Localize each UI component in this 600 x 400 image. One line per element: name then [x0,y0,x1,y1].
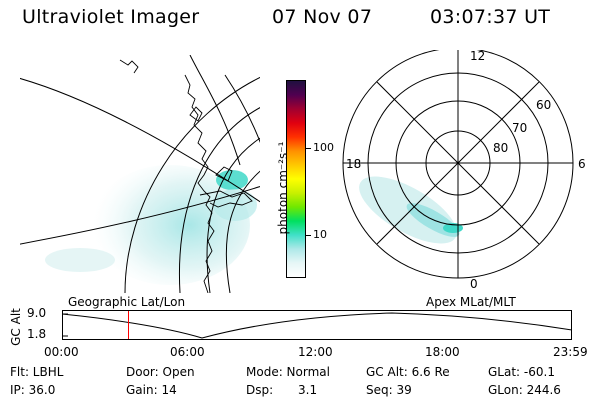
glon-info: GLon: 244.6 [488,383,561,397]
polar-plot [342,50,574,279]
filter-info: Flt: LBHL [10,365,64,379]
xtick-0: 00:00 [44,345,79,359]
altitude-ylabel: GC Alt [9,308,23,346]
mlt-0-label: 0 [470,277,478,291]
grid-line [124,77,260,293]
xtick-1: 06:00 [170,345,205,359]
lat-80-label: 80 [493,141,509,155]
polar-caption: Apex MLat/MLT [426,295,516,309]
grid-line [189,55,241,166]
colorbar-tick [306,148,311,149]
dsp-label: Dsp: [246,383,274,397]
date-label: 07 Nov 07 [272,6,373,28]
mlt-12-label: 12 [470,49,486,63]
xtick-3: 18:00 [425,345,460,359]
coastline [119,59,215,293]
colorbar-gradient [287,81,305,277]
geographic-map [20,55,260,293]
colorbar-tick-100: 100 [313,141,334,154]
grid-line [178,107,260,293]
mlt-line [376,81,540,245]
mlt-18-label: 18 [346,157,362,171]
gain-info: Gain: 14 [126,383,177,397]
altitude-ytick-bottom: 1.8 [27,327,47,341]
dsp-value: 3.1 [298,383,318,397]
gc-alt-info: GC Alt: 6.6 Re [366,365,450,379]
seq-info: Seq: 39 [366,383,412,397]
glat-info: GLat: -60.1 [488,365,555,379]
lat-60-label: 60 [536,98,552,112]
altitude-plot [62,310,572,340]
colorbar-tick [306,235,311,236]
altitude-ytick-top: 9.0 [27,306,47,320]
xtick-4: 23:59 [553,345,588,359]
colorbar-unit-label: photon cm⁻²s⁻¹ [276,141,290,235]
time-label: 03:07:37 UT [430,6,551,28]
door-info: Door: Open [126,365,195,379]
mlt-6-label: 6 [578,157,586,171]
colorbar-tick-10: 10 [313,228,327,241]
altitude-curve [62,312,572,339]
mode-info: Mode: Normal [246,365,330,379]
colorbar [286,80,306,278]
instrument-title: Ultraviolet Imager [22,6,200,28]
lat-70-label: 70 [512,121,528,135]
grid-line [206,137,260,293]
grid-line [225,170,260,293]
ip-info: IP: 36.0 [10,383,56,397]
grid-line [224,74,260,144]
geo-caption: Geographic Lat/Lon [68,295,186,309]
xtick-2: 12:00 [298,345,333,359]
